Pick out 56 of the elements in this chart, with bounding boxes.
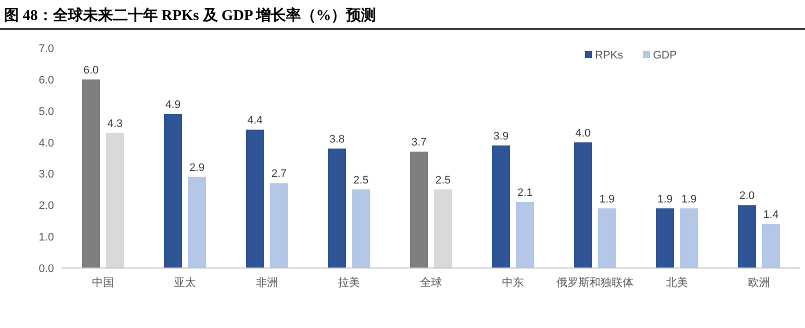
bar xyxy=(516,202,534,268)
bar xyxy=(352,189,370,268)
x-tick-label: 拉美 xyxy=(338,276,360,289)
legend-label: GDP xyxy=(653,50,677,62)
bar xyxy=(106,132,124,268)
x-tick-label: 中国 xyxy=(92,276,114,289)
bar xyxy=(492,145,510,268)
legend-label: RPKs xyxy=(595,50,624,62)
data-label: 2.0 xyxy=(739,190,755,202)
data-label: 1.4 xyxy=(763,209,779,221)
data-label: 1.9 xyxy=(681,193,697,206)
bar xyxy=(246,130,264,268)
bar xyxy=(270,183,288,268)
bar xyxy=(656,208,674,268)
data-label: 2.5 xyxy=(353,174,369,186)
data-label: 4.3 xyxy=(107,118,123,130)
x-tick-label: 全球 xyxy=(420,276,442,289)
data-label: 3.9 xyxy=(493,130,509,142)
bar xyxy=(762,224,780,268)
data-label: 2.9 xyxy=(189,162,205,174)
y-tick-label: 6.0 xyxy=(38,74,54,86)
bar xyxy=(574,142,592,268)
x-tick-label: 北美 xyxy=(666,276,688,289)
y-tick-label: 7.0 xyxy=(38,43,54,55)
bar xyxy=(410,152,428,268)
data-label: 6.0 xyxy=(83,64,99,76)
data-label: 3.8 xyxy=(329,134,345,146)
x-tick-label: 俄罗斯和独联体 xyxy=(556,276,634,289)
y-tick-label: 4.0 xyxy=(38,137,54,150)
data-label: 2.5 xyxy=(435,174,451,186)
x-tick-label: 亚太 xyxy=(174,276,196,289)
chart-title: 图 48：全球未来二十年 RPKs 及 GDP 增长率（%）预测 xyxy=(4,6,376,24)
bar xyxy=(680,208,698,268)
y-tick-label: 5.0 xyxy=(38,106,54,118)
data-label: 4.9 xyxy=(165,99,181,111)
y-tick-label: 0.0 xyxy=(38,263,54,275)
bar xyxy=(598,208,616,268)
x-tick-label: 非洲 xyxy=(256,276,278,289)
y-tick-label: 1.0 xyxy=(38,232,54,244)
bar xyxy=(188,176,206,268)
bar xyxy=(434,189,452,268)
bar xyxy=(738,205,756,268)
bar xyxy=(164,114,182,268)
y-tick-label: 2.0 xyxy=(38,200,54,212)
x-tick-label: 中东 xyxy=(502,276,524,289)
data-label: 2.7 xyxy=(271,168,287,180)
data-label: 1.9 xyxy=(599,193,615,206)
data-label: 3.7 xyxy=(411,136,427,149)
x-tick-label: 欧洲 xyxy=(748,276,770,289)
data-label: 4.4 xyxy=(247,114,263,127)
data-label: 1.9 xyxy=(657,193,673,206)
bar xyxy=(328,148,346,268)
y-tick-label: 3.0 xyxy=(38,168,54,181)
bar xyxy=(82,79,100,268)
data-label: 2.1 xyxy=(517,187,533,199)
data-label: 4.0 xyxy=(575,127,591,140)
